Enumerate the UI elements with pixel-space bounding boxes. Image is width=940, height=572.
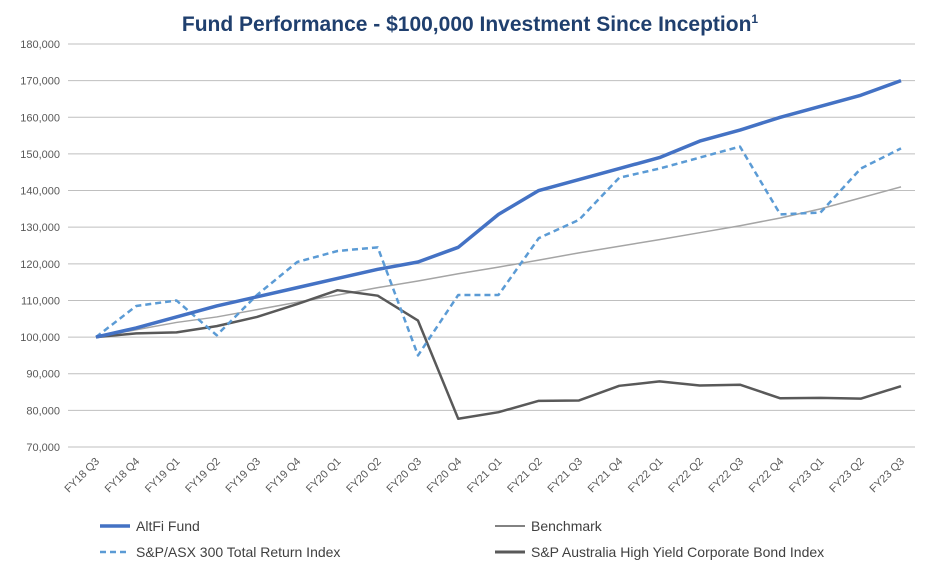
x-tick-label: FY20 Q4 <box>425 456 465 496</box>
x-tick-label: FY19 Q4 <box>264 456 304 496</box>
y-tick-label: 120,000 <box>20 259 60 271</box>
series-line-benchmark <box>95 186 902 338</box>
x-tick-label: FY21 Q4 <box>586 456 626 496</box>
y-tick-label: 110,000 <box>21 295 60 307</box>
legend-label: AltFi Fund <box>136 518 200 534</box>
legend-item-high-yield: S&P Australia High Yield Corporate Bond … <box>495 544 824 560</box>
legend-label: S&P Australia High Yield Corporate Bond … <box>531 544 825 560</box>
x-tick-label: FY18 Q4 <box>103 456 143 496</box>
chart-title: Fund Performance - $100,000 Investment S… <box>0 12 940 37</box>
legend-swatch <box>495 525 525 527</box>
y-tick-label: 100,000 <box>20 332 60 344</box>
x-tick-label: FY19 Q1 <box>143 456 183 496</box>
x-tick-label: FY22 Q2 <box>666 456 706 496</box>
x-tick-label: FY19 Q2 <box>183 456 223 496</box>
legend-swatch <box>495 550 525 554</box>
series-line-s-p-asx-300-total-return-index <box>95 145 902 357</box>
y-tick-label: 180,000 <box>20 39 60 51</box>
x-tick-label: FY20 Q1 <box>304 456 344 496</box>
title-footnote-marker: 1 <box>751 12 759 26</box>
x-tick-label: FY23 Q3 <box>868 456 908 496</box>
x-tick-label: FY23 Q1 <box>787 456 827 496</box>
y-tick-label: 70,000 <box>26 442 60 454</box>
legend-item-altfi: AltFi Fund <box>100 518 200 534</box>
y-tick-label: 130,000 <box>20 222 60 234</box>
legend-swatch <box>100 524 130 528</box>
x-tick-label: FY23 Q2 <box>827 456 867 496</box>
x-tick-label: FY21 Q3 <box>546 456 586 496</box>
y-tick-label: 170,000 <box>20 76 60 88</box>
y-tick-label: 140,000 <box>20 186 60 198</box>
x-tick-label: FY22 Q3 <box>707 456 747 496</box>
legend-item-asx300: S&P/ASX 300 Total Return Index <box>100 544 340 560</box>
x-tick-label: FY18 Q3 <box>63 456 103 496</box>
y-tick-label: 150,000 <box>20 149 60 161</box>
x-tick-label: FY20 Q3 <box>385 456 425 496</box>
x-tick-label: FY20 Q2 <box>344 456 384 496</box>
legend-swatch <box>100 550 130 554</box>
series-line-s-p-australia-high-yield-corporate-bond-index <box>95 288 902 421</box>
legend-label: Benchmark <box>531 518 602 534</box>
x-tick-label: FY19 Q3 <box>224 456 264 496</box>
chart-title-text: Fund Performance - $100,000 Investment S… <box>181 13 752 36</box>
y-tick-label: 90,000 <box>26 369 60 381</box>
y-tick-label: 160,000 <box>20 112 60 124</box>
x-tick-label: FY21 Q2 <box>505 456 545 496</box>
x-tick-label: FY22 Q4 <box>747 456 787 496</box>
series-line-altfi-fund <box>95 78 902 339</box>
x-tick-label: FY22 Q1 <box>626 456 666 496</box>
y-tick-label: 80,000 <box>26 405 60 417</box>
legend-label: S&P/ASX 300 Total Return Index <box>136 544 341 560</box>
x-tick-label: FY21 Q1 <box>465 456 505 496</box>
legend-item-benchmark: Benchmark <box>495 518 602 534</box>
